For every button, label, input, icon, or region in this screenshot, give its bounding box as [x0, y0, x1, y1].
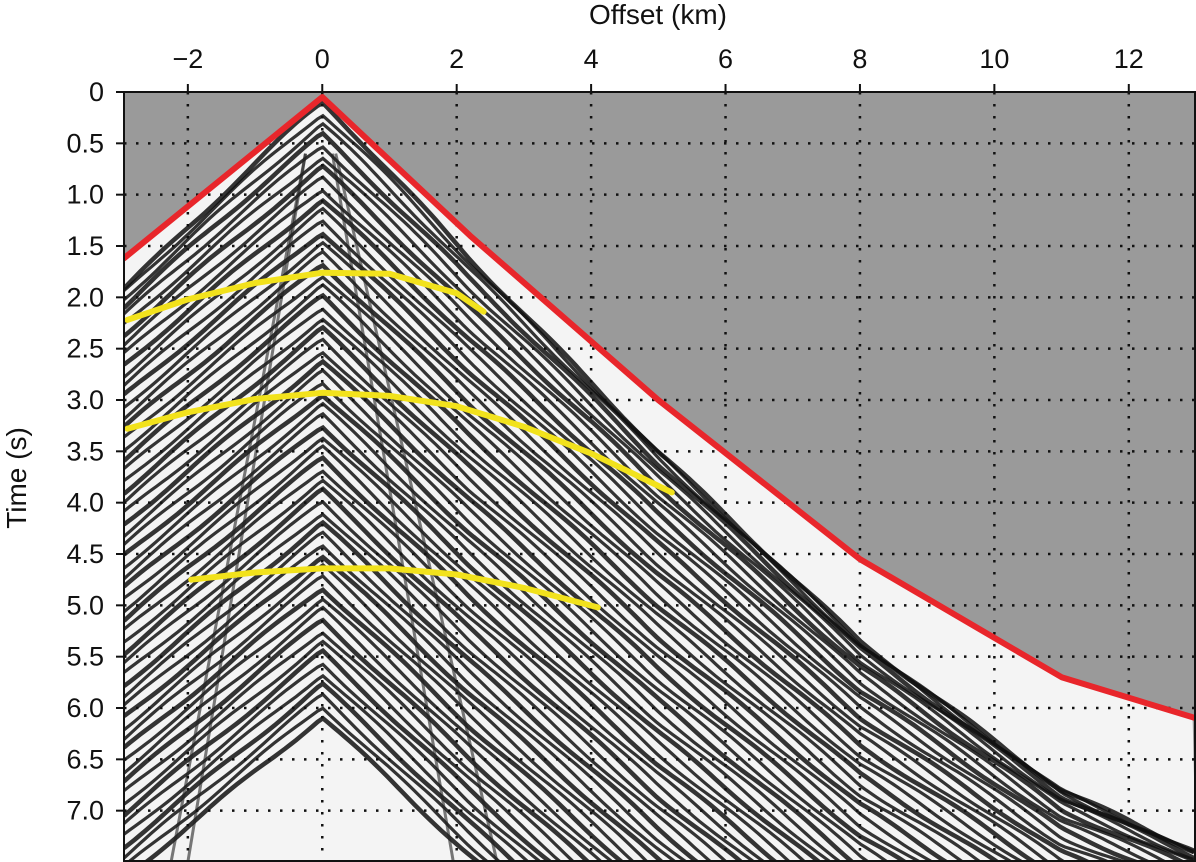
x-tick-label: 8 — [852, 44, 867, 74]
gather-event-line — [124, 519, 701, 862]
gather-event-line — [124, 368, 891, 862]
y-tick-label: 3.5 — [66, 436, 104, 466]
gather-event-line — [124, 478, 757, 862]
x-axis-title: Offset (km) — [589, 0, 727, 30]
x-tick-label: 6 — [718, 44, 733, 74]
seismic-gather — [124, 97, 1196, 862]
x-tick-label: 12 — [1114, 44, 1144, 74]
y-tick-label: 5.0 — [66, 590, 104, 620]
gather-event-line — [124, 324, 951, 862]
x-tick-label: 4 — [584, 44, 599, 74]
y-tick-label: 6.0 — [66, 693, 104, 723]
gather-event-line — [124, 455, 780, 862]
gather-event-line — [124, 631, 576, 862]
y-tick-label: 5.5 — [66, 642, 104, 672]
ground-roll-line — [169, 153, 307, 862]
y-tick-label: 2.0 — [66, 282, 104, 312]
gather-event-line — [124, 500, 729, 862]
y-axis-ticks: 0 0.5 1.0 1.5 2.0 2.5 3.0 3.5 4.0 4.5 5.0 5.5 6.0 6.5… — [66, 77, 124, 826]
gather-event-line — [124, 358, 910, 862]
x-tick-label: −2 — [172, 44, 203, 74]
gather-event-line — [124, 175, 1170, 862]
y-tick-label: 0 — [89, 77, 104, 107]
gather-event-line — [124, 130, 1195, 861]
series-horizon-1 — [124, 269, 487, 323]
gather-event-line — [124, 121, 1195, 855]
gather-event-line — [124, 219, 1113, 862]
x-tick-label: 0 — [315, 44, 330, 74]
gather-event-line — [124, 574, 636, 862]
gather-event-line — [124, 231, 1094, 862]
gather-event-line — [124, 145, 1195, 862]
x-axis-ticks: −2 0 2 4 6 8 10 12 — [172, 44, 1144, 92]
series-horizon-3 — [188, 565, 601, 611]
series-horizon-2 — [124, 389, 675, 496]
gather-event-line — [124, 562, 650, 862]
x-tick-label: 2 — [449, 44, 464, 74]
gather-event-line — [124, 617, 592, 862]
y-tick-label: 3.0 — [66, 385, 104, 415]
gather-event-line — [124, 639, 563, 862]
gather-event-line — [124, 530, 690, 862]
gather-event-line — [124, 597, 615, 862]
y-tick-label: 1.5 — [66, 231, 104, 261]
gather-event-line — [124, 240, 1069, 862]
gather-event-line — [124, 197, 1144, 862]
gather-event-line — [124, 307, 983, 862]
y-tick-label: 7.0 — [66, 796, 104, 826]
plot-frame — [123, 91, 1196, 862]
gather-event-line — [124, 673, 531, 862]
grid-lines — [124, 92, 1196, 862]
gather-event-line — [124, 605, 604, 862]
y-tick-label: 4.0 — [66, 488, 104, 518]
gather-event-line — [124, 411, 834, 862]
gather-event-line — [124, 647, 554, 862]
gather-event-line — [124, 587, 626, 862]
ground-roll-line — [186, 153, 307, 862]
y-tick-label: 1.0 — [66, 180, 104, 210]
gather-event-line — [124, 486, 745, 862]
gather-event-line — [124, 444, 792, 862]
y-tick-label: 4.5 — [66, 539, 104, 569]
y-tick-label: 0.5 — [66, 128, 104, 158]
gather-event-line — [124, 206, 1130, 862]
y-tick-label: 6.5 — [66, 744, 104, 774]
gather-event-line — [124, 317, 966, 862]
plot-area — [124, 92, 1196, 862]
gather-event-line — [124, 512, 714, 862]
x-tick-label: 10 — [979, 44, 1009, 74]
y-tick-label: 2.5 — [66, 334, 104, 364]
series-first-break — [124, 94, 1196, 722]
y-axis-title: Time (s) — [1, 427, 32, 529]
gather-event-line — [124, 680, 517, 862]
series-lines — [124, 94, 1196, 722]
gather-event-line — [124, 337, 936, 862]
gather-event-line — [142, 715, 482, 862]
gather-event-line — [124, 381, 872, 862]
gather-event-line — [124, 188, 1154, 862]
